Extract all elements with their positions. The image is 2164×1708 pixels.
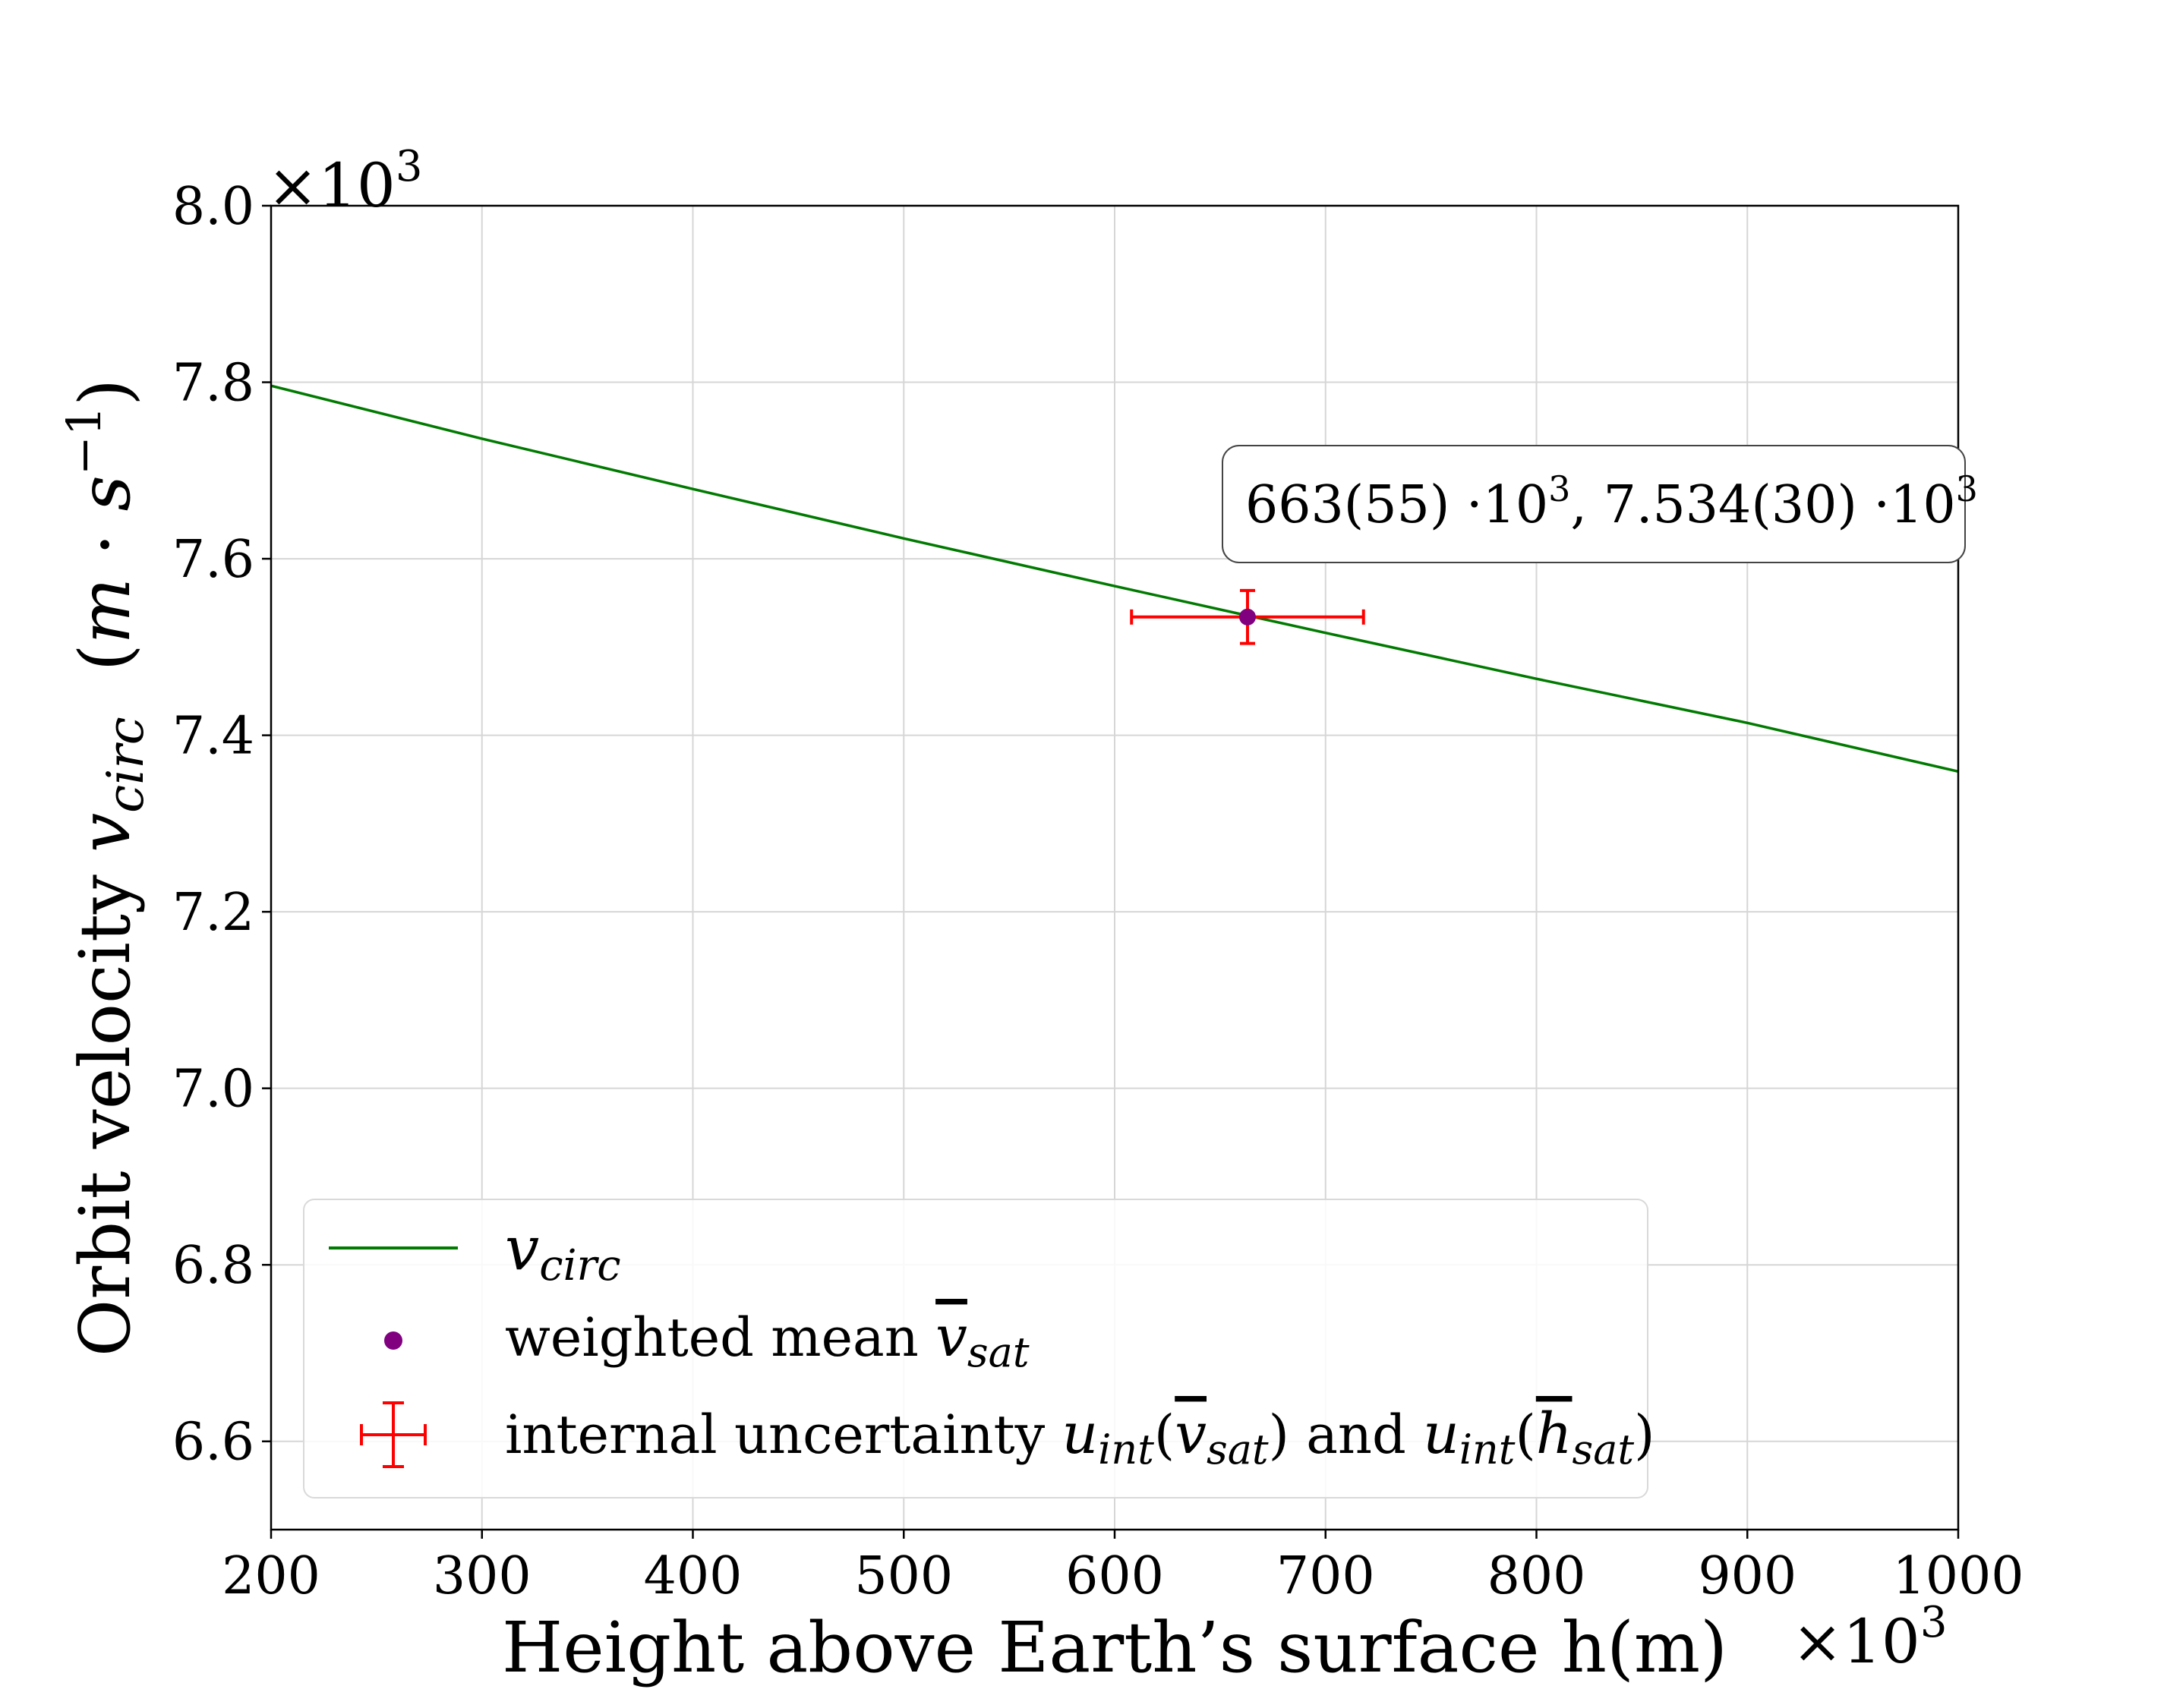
v-circ-series [270,384,1959,774]
weighted-mean-points [1238,608,1256,626]
x-tick-label: 600 [1065,1546,1164,1606]
y-tick-label: 7.2 [172,883,254,943]
legend-errorbar-swatch [360,1401,427,1468]
v-circ-line [270,384,1959,774]
legend-line-label: vcirc [505,1213,621,1290]
legend: vcirc weighted mean vsat internal uncert… [303,1199,1655,1498]
y-multiplier: ×103 [267,142,422,221]
x-tick-label: 1000 [1892,1546,2024,1606]
y-axis-ticks: 6.6 6.8 7.0 7.2 7.4 7.6 7.8 8.0 [172,177,271,1473]
y-tick-label: 7.0 [172,1060,254,1120]
x-multiplier: ×103 [1792,1598,1947,1677]
legend-point-label: weighted mean vsat [505,1304,1030,1376]
y-tick-label: 7.6 [172,530,254,590]
legend-point-swatch [384,1331,402,1350]
annotation-box: 663(55) ·103, 7.534(30) ·103 [1222,445,1978,563]
legend-errorbar-label: internal uncertainty uint(vsat) and uint… [505,1401,1655,1473]
x-tick-label: 900 [1698,1546,1796,1606]
y-tick-label: 6.6 [172,1413,254,1473]
y-axis-label: Orbit velocity vcirc(m · s−1) [56,379,155,1357]
x-tick-label: 500 [854,1546,953,1606]
y-tick-label: 6.8 [172,1236,254,1296]
x-tick-label: 800 [1487,1546,1586,1606]
weighted-mean-point [1238,608,1256,626]
x-tick-label: 700 [1276,1546,1375,1606]
x-axis-ticks: 200 300 400 500 600 700 800 900 1000 [222,1530,2024,1606]
x-tick-label: 200 [222,1546,320,1606]
legend-frame [303,1199,1648,1498]
y-tick-label: 7.8 [172,354,254,414]
y-tick-label: 7.4 [172,707,254,767]
x-tick-label: 300 [433,1546,532,1606]
y-tick-label: 8.0 [172,177,254,237]
x-tick-label: 400 [644,1546,743,1606]
annotation-text: 663(55) ·103, 7.534(30) ·103 [1245,468,1978,535]
x-axis-label: Height above Earth’s surface h(m) [502,1607,1727,1688]
